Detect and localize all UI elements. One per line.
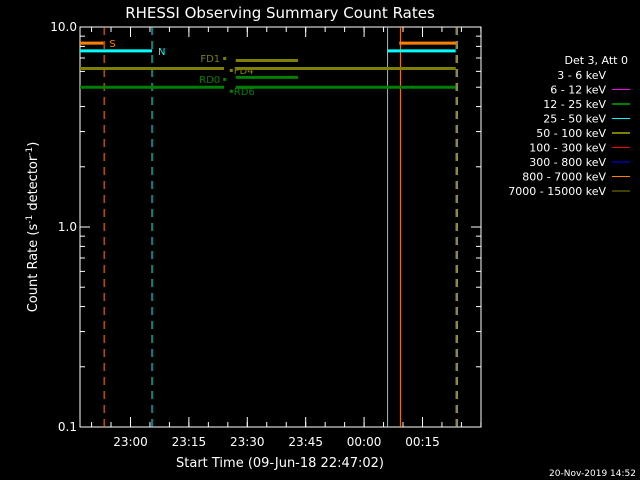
detector-annotation: FD1 — [200, 54, 220, 65]
y-axis-label-sup-1: -1 — [25, 215, 35, 224]
y-axis-label-sup-2: -1 — [25, 147, 35, 156]
legend-entry-label: 100 - 300 keV — [529, 142, 606, 155]
annotation-dot — [223, 56, 227, 60]
annotation-dot — [229, 68, 233, 72]
legend-entry-label: 7000 - 15000 keV — [508, 185, 606, 198]
flag-label: N — [158, 47, 165, 58]
y-axis-label-part-3: ) — [26, 142, 41, 147]
y-tick-label: 1.0 — [58, 220, 77, 234]
legend-entry-label: 12 - 25 keV — [543, 98, 606, 111]
legend-entry-label: 3 - 6 keV — [557, 69, 606, 82]
detector-annotation: FD4 — [234, 66, 254, 77]
detector-annotation: RD6 — [234, 87, 255, 98]
legend-entry-label: 800 - 7000 keV — [522, 171, 606, 184]
flag-bars: SN — [80, 39, 456, 58]
detector-annotations: FD1 FD4 RD0 RD6 — [199, 54, 255, 98]
y-axis: 10.0 1.0 0.1 — [50, 20, 481, 434]
x-tick-label: 00:15 — [405, 435, 440, 449]
attenuator-markers — [103, 27, 458, 427]
x-tick-label: 00:00 — [347, 435, 382, 449]
x-tick-label: 23:00 — [113, 435, 148, 449]
chart-title: RHESSI Observing Summary Count Rates — [125, 4, 435, 22]
x-tick-label: 23:15 — [172, 435, 207, 449]
legend-entry-label: 6 - 12 keV — [550, 84, 606, 97]
legend-header: Det 3, Att 0 — [565, 54, 629, 67]
footer-timestamp: 20-Nov-2019 14:52 — [549, 469, 636, 479]
y-tick-label: 0.1 — [58, 420, 77, 434]
series-lines — [80, 58, 456, 89]
y-axis-label: Count Rate (s-1 detector-1) — [25, 142, 41, 313]
detector-annotation: RD0 — [199, 75, 220, 86]
flag-label: S — [109, 39, 115, 50]
legend-entry-label: 300 - 800 keV — [529, 156, 606, 169]
annotation-dot — [229, 89, 233, 93]
annotation-dot — [223, 77, 227, 81]
legend-entry-label: 50 - 100 keV — [536, 127, 606, 140]
x-tick-label: 23:30 — [230, 435, 265, 449]
x-axis: 23:00 23:15 23:30 23:45 00:00 00:15 — [91, 27, 482, 449]
x-tick-label: 23:45 — [288, 435, 323, 449]
y-axis-label-part-1: Count Rate (s — [26, 224, 41, 313]
legend-entry-label: 25 - 50 keV — [543, 113, 606, 126]
x-axis-label: Start Time (09-Jun-18 22:47:02) — [176, 456, 384, 471]
y-axis-label-part-2: detector — [26, 155, 41, 215]
y-tick-label: 10.0 — [50, 20, 77, 34]
